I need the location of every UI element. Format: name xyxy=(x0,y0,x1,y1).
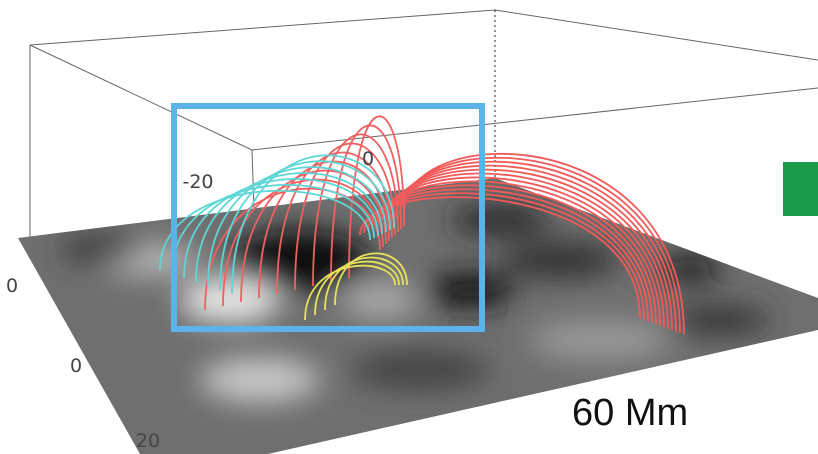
field-line xyxy=(403,152,685,335)
field-line xyxy=(195,172,383,283)
green-marker xyxy=(783,162,818,216)
scale-label: 60 Mm xyxy=(572,392,688,434)
highlight-box xyxy=(171,103,485,332)
field-line xyxy=(207,166,387,287)
field-line xyxy=(183,178,379,279)
field-line xyxy=(240,169,387,303)
field-line xyxy=(276,151,393,295)
field-line xyxy=(294,142,396,291)
field-line xyxy=(219,160,391,291)
top-axis-label: 0 xyxy=(362,148,374,170)
field-lines xyxy=(159,115,685,335)
field-line xyxy=(314,260,400,316)
field-line xyxy=(334,252,408,306)
left-axis-label: 0 xyxy=(70,355,82,377)
field-line xyxy=(231,154,395,295)
left-axis-label: 20 xyxy=(136,430,160,452)
field-line xyxy=(348,115,405,279)
magnetogram-surface xyxy=(18,178,818,454)
field-line xyxy=(159,189,371,271)
field-line xyxy=(222,178,384,307)
field-line xyxy=(171,183,375,275)
top-axis-label: -20 xyxy=(182,171,213,193)
left-axis-label: 0 xyxy=(6,275,18,297)
field-line xyxy=(258,160,390,299)
field-line xyxy=(330,124,402,283)
field-line xyxy=(324,256,404,311)
field-line xyxy=(304,264,396,321)
